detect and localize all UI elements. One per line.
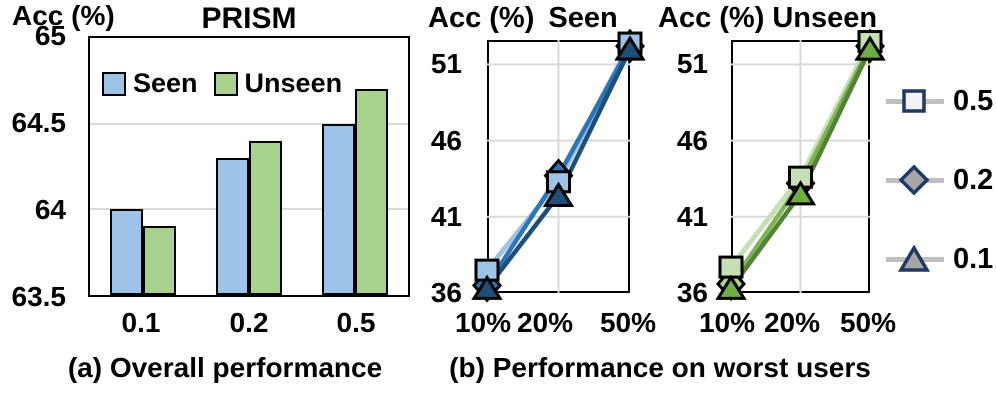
caption-b: (b) Performance on worst users [449, 352, 871, 383]
legend-item-0-1: 0.1 [886, 238, 996, 280]
worst-unseen-marker-0.5-10% [718, 255, 744, 279]
unseen-xtick-20: 20% [763, 307, 821, 338]
seen-xtick-50: 50% [599, 307, 657, 338]
caption-a: (a) Overall performance [67, 352, 383, 383]
seen-yaxis-label: Acc (%) [428, 2, 535, 34]
bar-xtick-0-2: 0.2 [229, 307, 269, 338]
bar-yaxis-label: Acc (%) [12, 0, 115, 31]
unseen-yaxis-label: Acc (%) [658, 2, 765, 34]
legend-line [886, 164, 944, 195]
bar-seen-0.1 [110, 209, 143, 295]
diamond-marker-icon [898, 164, 930, 195]
unseen-xtick-50: 50% [839, 307, 897, 338]
unseen-ytick-36: 36 [676, 277, 708, 308]
unseen-chart-header: Acc (%) Unseen [658, 2, 877, 35]
legend-line [886, 88, 944, 113]
worst-seen-marker-0.1-50% [614, 35, 646, 61]
bar-unseen-0.2 [249, 140, 282, 295]
diamond-glyph [898, 164, 930, 195]
triangle-glyph [897, 244, 931, 272]
bar-ytick-64-5: 64.5 [11, 107, 67, 138]
seen-legend-label: Seen [133, 68, 198, 98]
unseen-legend-label: Unseen [244, 68, 343, 98]
bar-chart-legend: Seen Unseen [102, 70, 342, 97]
seen-ytick-41: 41 [430, 201, 462, 232]
unseen-ytick-41: 41 [676, 201, 708, 232]
square-marker-icon [902, 88, 926, 113]
seen-xtick-10: 10% [454, 307, 512, 338]
seen-xtick-20: 20% [516, 307, 574, 338]
bar-chart-title: PRISM [201, 2, 297, 35]
seen-chart-header: Acc (%) Seen [428, 2, 618, 35]
bar-seen-0.2 [216, 157, 249, 295]
worst-seen-marker-0.1-20% [542, 181, 575, 207]
bar-chart-plot: Seen Unseen [88, 36, 410, 297]
seen-swatch-icon [102, 71, 126, 96]
legend-label-0-5: 0.5 [953, 84, 994, 117]
seen-chart-title: Seen [548, 2, 618, 34]
legend-line [886, 244, 944, 272]
bar-xtick-0-1: 0.1 [121, 307, 161, 338]
bar-unseen-0.1 [143, 226, 176, 295]
worst-unseen-marker-0.1-10% [715, 274, 747, 300]
legend-label-0-1: 0.1 [953, 242, 994, 275]
worst-unseen-marker-0.1-20% [784, 180, 817, 206]
bar-seen-0.5 [322, 123, 355, 295]
unseen-ytick-51: 51 [676, 48, 708, 79]
bar-gridline [90, 122, 408, 125]
square-glyph [902, 88, 926, 113]
bar-ytick-64: 64 [34, 194, 66, 225]
unseen-ytick-46: 46 [676, 125, 708, 156]
legend-item-0-5: 0.5 [886, 80, 996, 122]
seen-ytick-36: 36 [430, 277, 462, 308]
legend-label-0-2: 0.2 [953, 163, 994, 196]
unseen-xtick-10: 10% [698, 307, 756, 338]
bar-xtick-0-5: 0.5 [336, 307, 376, 338]
legend-item-0-2: 0.2 [886, 159, 996, 201]
unseen-swatch-icon [213, 71, 238, 96]
series-legend: 0.5 0.2 0.1 [886, 80, 996, 317]
worst-unseen-marker-0.1-50% [854, 35, 886, 61]
triangle-marker-icon [897, 244, 931, 272]
bar-ytick-65: 65 [34, 20, 66, 51]
seen-chart-canvas [471, 28, 646, 303]
worst-seen-marker-0.1-10% [471, 274, 503, 300]
bar-ytick-63-5: 63.5 [11, 281, 67, 312]
bar-unseen-0.5 [355, 89, 388, 295]
seen-ytick-51: 51 [430, 48, 462, 79]
unseen-chart-canvas [715, 28, 886, 302]
seen-ytick-46: 46 [430, 125, 462, 156]
unseen-chart-title: Unseen [772, 2, 878, 34]
